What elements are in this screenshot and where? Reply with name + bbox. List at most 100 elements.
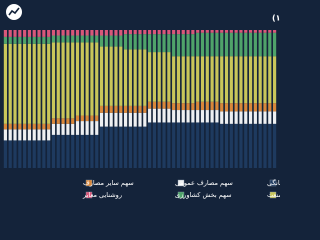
bar-segment bbox=[51, 42, 56, 119]
bar-segment bbox=[61, 30, 65, 36]
bar-segment bbox=[234, 30, 238, 33]
bar-segment bbox=[128, 105, 132, 113]
bar-segment bbox=[3, 43, 7, 124]
bar-segment bbox=[200, 32, 205, 57]
bar-segment bbox=[119, 35, 123, 47]
bar-segment bbox=[273, 123, 277, 168]
bar-segment bbox=[148, 108, 152, 123]
chart: سهم مصرف برق در بخش‌های مختلف کشور (۱۴۰۲… bbox=[3, 4, 280, 199]
bar-segment bbox=[186, 122, 190, 168]
bar-segment bbox=[263, 123, 267, 168]
bar-segment bbox=[253, 56, 257, 104]
legend-label: سهم مصارف عمومی bbox=[175, 179, 233, 187]
bar-segment bbox=[181, 110, 185, 123]
bar-segment bbox=[176, 103, 181, 111]
bar-segment bbox=[196, 101, 200, 111]
bar-segment bbox=[119, 112, 123, 127]
bar-segment bbox=[220, 30, 224, 33]
bar-segment bbox=[80, 121, 84, 135]
bar-segment bbox=[229, 30, 233, 33]
bar-segment bbox=[32, 129, 36, 141]
bar-segment bbox=[162, 30, 166, 35]
legend-label: سهم سایر مصارف bbox=[83, 179, 134, 187]
bar-segment bbox=[210, 101, 214, 111]
bar-segment bbox=[51, 30, 56, 36]
bar-segment bbox=[268, 111, 272, 124]
bar-segment bbox=[133, 105, 137, 113]
bar-segment bbox=[99, 46, 104, 106]
bar-segment bbox=[167, 30, 171, 35]
bar-segment bbox=[215, 32, 219, 57]
bar-segment bbox=[90, 121, 94, 135]
bar-segment bbox=[109, 126, 113, 168]
bar-segment bbox=[244, 103, 248, 112]
bar-segment bbox=[56, 30, 60, 36]
page: {"chart_data": {"type": "stacked-bar-100… bbox=[3, 4, 280, 199]
bar-segment bbox=[244, 30, 248, 33]
bar-segment bbox=[148, 101, 152, 109]
bar-segment bbox=[133, 49, 137, 106]
bar-segment bbox=[224, 56, 229, 104]
bar-segment bbox=[224, 103, 229, 112]
bar-segment bbox=[205, 56, 209, 102]
bar-segment bbox=[23, 123, 27, 130]
bar-segment bbox=[37, 123, 41, 130]
bar-segment bbox=[85, 42, 89, 116]
bar-segment bbox=[244, 56, 248, 104]
bar-segment bbox=[66, 35, 70, 43]
bar-segment bbox=[71, 123, 75, 135]
bar-segment bbox=[13, 123, 17, 130]
bar-segment bbox=[224, 111, 229, 124]
bar-segment bbox=[181, 122, 185, 168]
bar-segment bbox=[263, 111, 267, 124]
bar-segment bbox=[152, 34, 157, 53]
bar-segment bbox=[263, 32, 267, 57]
bar-segment bbox=[99, 112, 104, 127]
bar-segment bbox=[85, 30, 89, 36]
bar-segment bbox=[224, 30, 229, 33]
bar-segment bbox=[258, 30, 262, 33]
bar-segment bbox=[61, 42, 65, 119]
bar-segment bbox=[3, 140, 7, 168]
bar-segment bbox=[42, 129, 46, 141]
bar-segment bbox=[196, 110, 200, 123]
bar-segment bbox=[152, 108, 157, 123]
bar-segment bbox=[200, 110, 205, 123]
bar-segment bbox=[3, 30, 7, 37]
bar-segment bbox=[32, 43, 36, 124]
bar-segment bbox=[239, 103, 243, 112]
bar-segment bbox=[143, 49, 147, 106]
bar-segment bbox=[138, 49, 142, 106]
bar-segment bbox=[104, 46, 108, 106]
bar-segment bbox=[27, 43, 32, 124]
bar-segment bbox=[80, 30, 84, 36]
bar-segment bbox=[143, 34, 147, 50]
bar-segment bbox=[119, 46, 123, 106]
bar-segment bbox=[181, 34, 185, 57]
bar-segment bbox=[123, 105, 128, 113]
bar-segment bbox=[104, 30, 108, 36]
logo bbox=[6, 4, 22, 20]
bar-segment bbox=[23, 129, 27, 141]
bar-segment bbox=[51, 118, 56, 124]
bar-segment bbox=[123, 112, 128, 127]
bar-segment bbox=[56, 42, 60, 119]
bar-segment bbox=[244, 123, 248, 168]
bar-segment bbox=[23, 30, 27, 37]
bar-segment bbox=[47, 30, 51, 37]
bar-segment bbox=[47, 43, 51, 124]
bar-segment bbox=[99, 35, 104, 47]
bar-segment bbox=[56, 118, 60, 124]
bar-segment bbox=[66, 118, 70, 124]
bar-segment bbox=[3, 123, 7, 130]
bar-segment bbox=[85, 35, 89, 43]
bar-segment bbox=[47, 140, 51, 168]
bar-segment bbox=[181, 103, 185, 111]
bar-segment bbox=[148, 30, 152, 35]
bar-segment bbox=[167, 101, 171, 109]
bar-segment bbox=[51, 35, 56, 43]
bar-segment bbox=[104, 126, 108, 168]
bar-segment bbox=[95, 35, 99, 43]
bar-segment bbox=[80, 35, 84, 43]
bar-segment bbox=[205, 110, 209, 123]
